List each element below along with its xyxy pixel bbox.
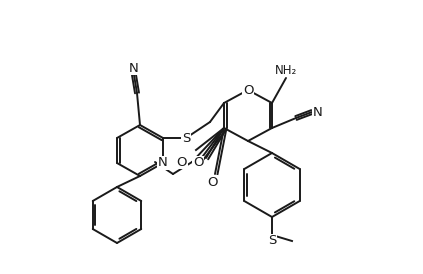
Text: O: O xyxy=(176,156,187,169)
Text: N: N xyxy=(158,156,168,170)
Text: O: O xyxy=(243,84,253,96)
Text: O: O xyxy=(193,156,203,170)
Text: N: N xyxy=(129,61,139,75)
Text: N: N xyxy=(313,105,323,118)
Text: S: S xyxy=(182,132,190,144)
Text: S: S xyxy=(268,235,276,247)
Text: O: O xyxy=(207,176,217,189)
Text: NH₂: NH₂ xyxy=(275,64,297,76)
